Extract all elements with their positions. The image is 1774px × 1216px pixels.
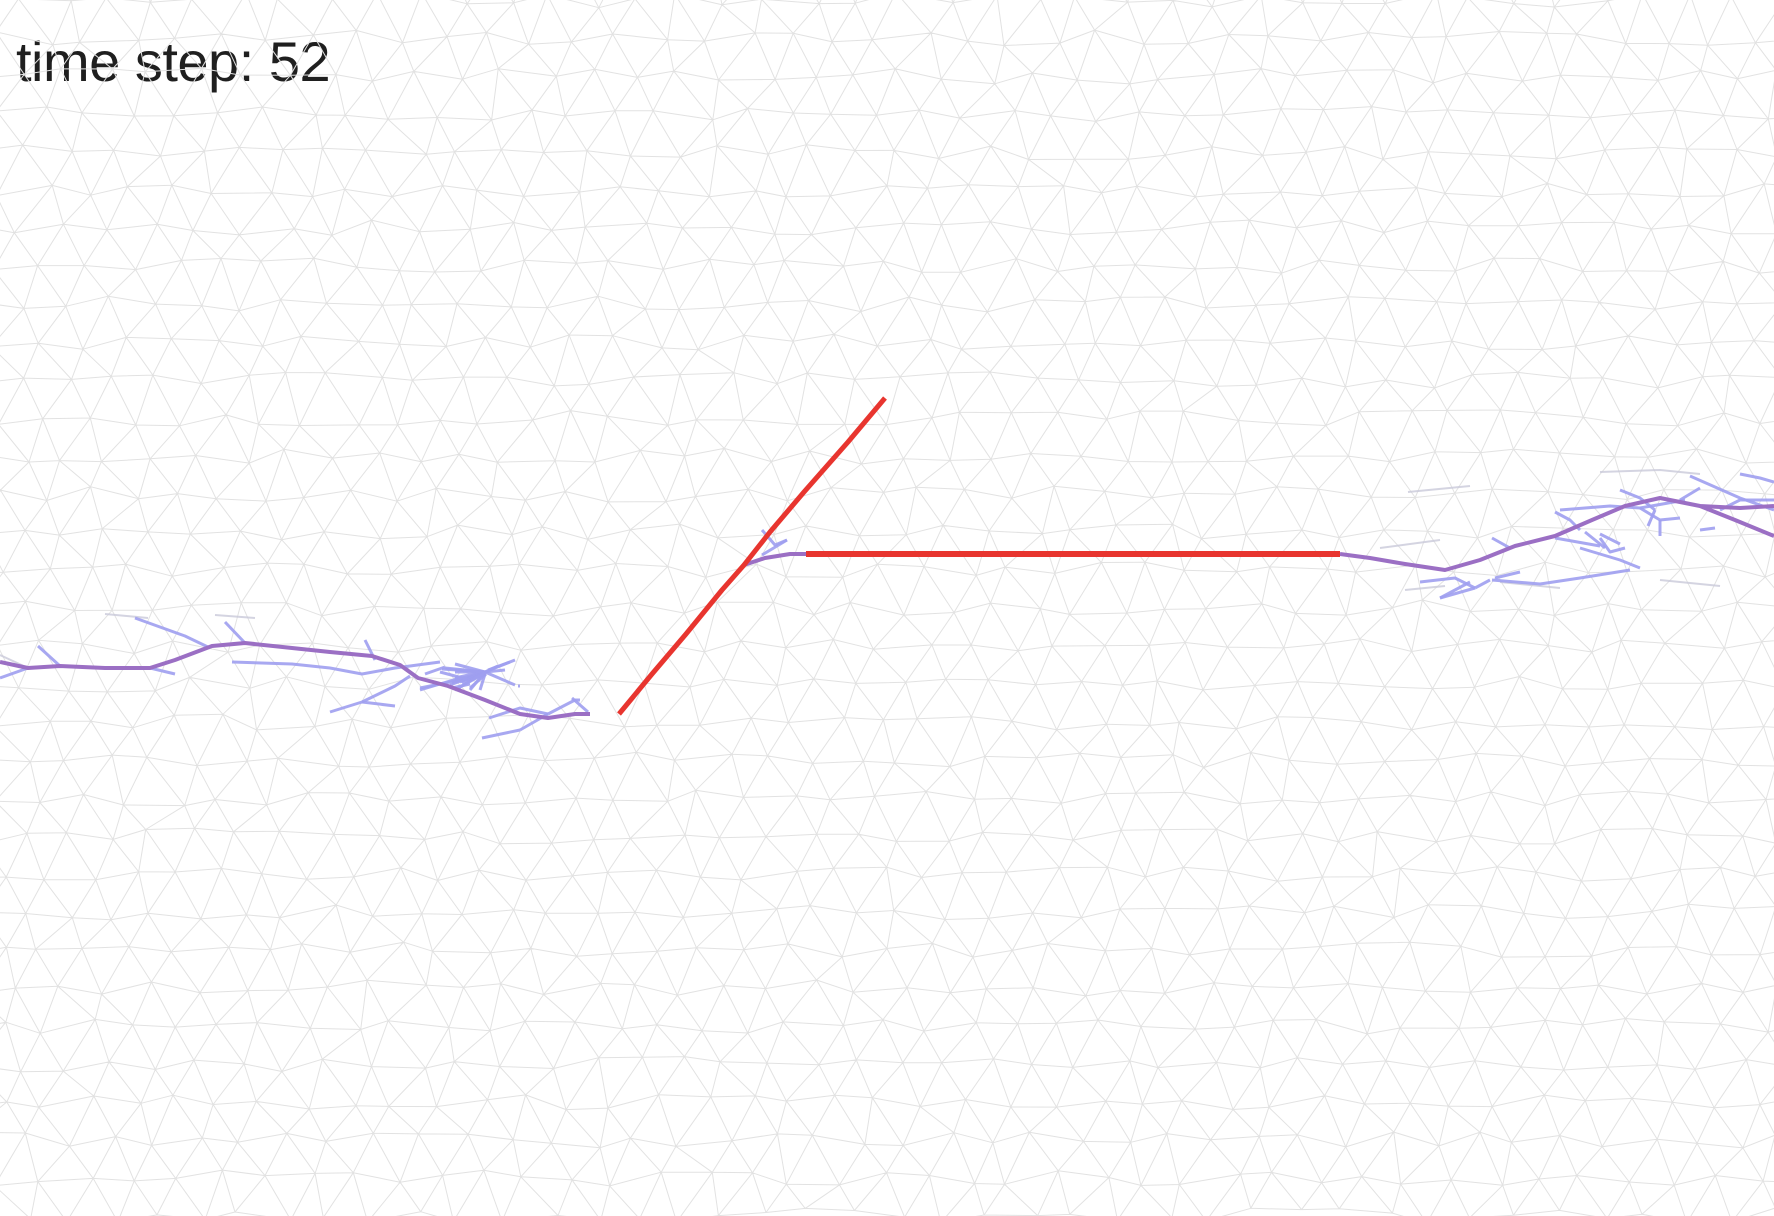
side-branch (1739, 472, 1774, 484)
side-branch (361, 700, 396, 708)
side-branch (1559, 504, 1641, 512)
side-branch (441, 667, 486, 674)
side-branch (481, 728, 521, 740)
branch-left (0, 641, 590, 720)
side-branch (454, 671, 486, 692)
side-branch (488, 706, 549, 720)
faint-edge (1379, 539, 1441, 549)
side-branch (1419, 576, 1476, 590)
side-branch (1579, 546, 1641, 570)
side-branch (1494, 570, 1521, 580)
side-branch (439, 670, 471, 682)
faint-edge (1407, 485, 1471, 493)
side-branch (1491, 568, 1631, 586)
branch-right-tail (1699, 504, 1774, 538)
side-branch (761, 538, 788, 557)
faint-edge (1599, 469, 1701, 475)
side-branch (1599, 532, 1621, 546)
side-branch (571, 696, 589, 714)
side-branch (1584, 530, 1606, 550)
side-branch (329, 674, 411, 714)
time-step-readout: time step: 52 (16, 34, 331, 90)
main-path-diagonal (617, 396, 887, 716)
faint-edge (104, 613, 149, 619)
side-branch (1679, 486, 1701, 502)
time-step-label: time step: (16, 30, 254, 93)
faint-edge (214, 614, 256, 619)
side-branch (1554, 536, 1601, 548)
side-branch (547, 698, 576, 716)
side-branch (134, 616, 211, 650)
branch-center (743, 552, 806, 567)
path-overlay (0, 396, 1774, 740)
side-branch (1646, 509, 1657, 527)
side-branch (469, 672, 487, 690)
side-branch (484, 670, 516, 687)
time-step-value: 52 (268, 30, 331, 93)
side-branch (424, 665, 446, 676)
side-branch (1474, 578, 1491, 590)
side-branch (1699, 526, 1716, 532)
faint-edge (1659, 579, 1721, 587)
side-branch (1598, 537, 1626, 554)
side-branch (1639, 506, 1681, 522)
side-branch (1439, 580, 1471, 600)
faint-edge (1404, 585, 1446, 591)
side-branch (1491, 536, 1511, 550)
side-branch (484, 664, 499, 674)
side-branch (223, 620, 247, 645)
side-branch (36, 644, 62, 668)
